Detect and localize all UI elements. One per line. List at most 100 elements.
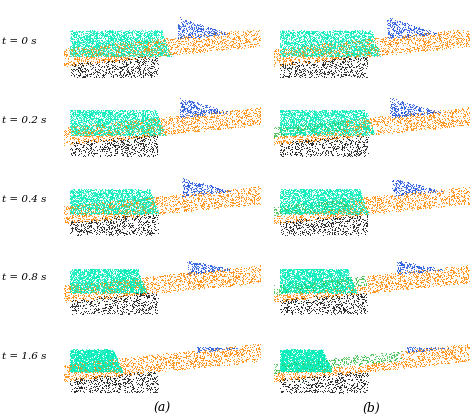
Point xyxy=(137,65,144,72)
Point xyxy=(279,124,286,131)
Point xyxy=(137,370,145,377)
Point xyxy=(142,70,150,76)
Point xyxy=(106,28,114,34)
Point xyxy=(193,269,201,276)
Point xyxy=(149,280,157,287)
Point xyxy=(283,226,290,232)
Point xyxy=(272,367,280,373)
Point xyxy=(87,354,95,361)
Point xyxy=(312,300,320,307)
Point xyxy=(332,287,340,294)
Point xyxy=(123,63,130,70)
Point xyxy=(109,193,116,200)
Point xyxy=(125,188,133,195)
Point xyxy=(327,112,335,118)
Point xyxy=(303,111,311,118)
Point xyxy=(99,368,107,375)
Point xyxy=(201,116,209,123)
Point xyxy=(90,108,98,115)
Point xyxy=(286,209,293,216)
Point xyxy=(277,61,285,68)
Point xyxy=(304,42,312,48)
Point xyxy=(83,284,91,291)
Point xyxy=(134,284,142,291)
Point xyxy=(100,309,108,316)
Point xyxy=(138,210,146,217)
Point xyxy=(410,201,417,207)
Point xyxy=(218,354,225,361)
Point xyxy=(140,303,147,309)
Point xyxy=(361,44,369,51)
Point xyxy=(87,127,95,134)
Point xyxy=(125,196,132,203)
Point xyxy=(237,193,245,200)
Point xyxy=(109,356,117,362)
Point xyxy=(292,278,300,284)
Point xyxy=(118,46,125,53)
Point xyxy=(292,365,300,372)
Point xyxy=(159,126,167,133)
Point xyxy=(333,372,340,378)
Point xyxy=(108,348,115,355)
Point xyxy=(313,121,320,127)
Point xyxy=(304,111,311,118)
Point xyxy=(163,48,170,55)
Point xyxy=(308,268,315,275)
Point xyxy=(109,208,117,214)
Point xyxy=(105,229,112,235)
Point xyxy=(284,278,292,284)
Point xyxy=(175,23,182,30)
Point xyxy=(279,387,287,394)
Point xyxy=(425,123,432,130)
Point xyxy=(256,346,264,352)
Point xyxy=(271,133,278,140)
Point xyxy=(312,274,320,280)
Point xyxy=(62,296,70,303)
Point xyxy=(302,35,310,42)
Point xyxy=(131,207,139,214)
Point xyxy=(169,119,177,126)
Point xyxy=(303,61,311,68)
Point xyxy=(415,26,423,33)
Point xyxy=(305,304,312,311)
Point xyxy=(100,360,107,367)
Point xyxy=(344,121,351,127)
Point xyxy=(74,219,82,225)
Point xyxy=(399,362,407,369)
Point xyxy=(303,207,310,214)
Point xyxy=(112,203,119,210)
Point xyxy=(320,358,328,364)
Point xyxy=(223,107,231,114)
Point xyxy=(196,347,203,353)
Point xyxy=(95,128,103,134)
Point xyxy=(292,284,299,291)
Point xyxy=(179,38,187,44)
Point xyxy=(316,208,323,215)
Point xyxy=(368,43,375,50)
Point xyxy=(225,279,233,285)
Point xyxy=(92,306,100,312)
Point xyxy=(258,357,266,364)
Point xyxy=(393,18,401,25)
Point xyxy=(348,286,356,293)
Point xyxy=(109,351,117,358)
Point xyxy=(259,116,267,123)
Point xyxy=(97,198,105,205)
Point xyxy=(86,206,93,212)
Point xyxy=(324,215,331,221)
Point xyxy=(131,35,139,41)
Point xyxy=(107,54,115,61)
Point xyxy=(276,108,284,115)
Point xyxy=(117,139,124,146)
Point xyxy=(143,186,151,192)
Point xyxy=(110,137,118,143)
Point xyxy=(337,127,345,134)
Point xyxy=(296,362,304,369)
Point xyxy=(92,229,100,235)
Point xyxy=(128,267,135,274)
Point xyxy=(126,204,133,211)
Point xyxy=(95,351,103,358)
Point xyxy=(276,43,284,50)
Point xyxy=(120,282,128,289)
Point xyxy=(123,207,130,214)
